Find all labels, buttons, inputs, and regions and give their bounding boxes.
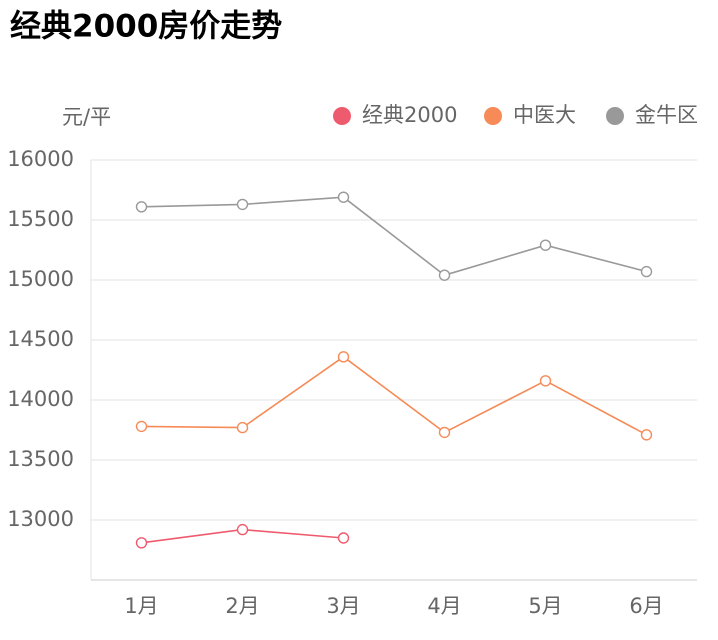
data-point bbox=[236, 421, 249, 434]
data-point bbox=[438, 426, 451, 439]
x-tick-label: 2月 bbox=[225, 594, 259, 618]
data-point bbox=[539, 239, 552, 251]
series-line bbox=[141, 196, 647, 277]
data-point bbox=[337, 532, 350, 544]
legend-label: 经典2000 bbox=[362, 103, 457, 127]
x-tick-label: 4月 bbox=[427, 594, 461, 618]
y-tick-label: 15500 bbox=[7, 207, 74, 231]
x-tick-label: 5月 bbox=[528, 594, 562, 618]
data-point bbox=[337, 191, 350, 203]
data-point bbox=[135, 201, 148, 213]
data-point bbox=[236, 523, 249, 536]
y-tick-label: 13500 bbox=[7, 447, 74, 471]
data-point bbox=[640, 429, 653, 441]
data-point bbox=[539, 375, 552, 387]
chart-title: 经典2000房价走势 bbox=[10, 9, 282, 45]
x-tick-label: 1月 bbox=[124, 594, 158, 618]
legend-marker bbox=[606, 107, 624, 125]
y-tick-label: 15000 bbox=[7, 267, 74, 291]
y-tick-label: 13000 bbox=[7, 507, 74, 531]
data-point bbox=[337, 351, 350, 363]
data-point bbox=[135, 420, 148, 433]
x-tick-label: 3月 bbox=[326, 594, 360, 618]
data-point bbox=[236, 198, 249, 211]
legend-marker bbox=[333, 107, 351, 125]
x-tick-label: 6月 bbox=[629, 594, 663, 618]
y-tick-label: 14500 bbox=[7, 327, 74, 351]
series-line bbox=[141, 355, 647, 436]
legend-label: 金牛区 bbox=[635, 103, 698, 127]
legend-label: 中医大 bbox=[513, 103, 576, 127]
data-point bbox=[640, 265, 653, 278]
legend-marker bbox=[484, 107, 502, 125]
y-tick-label: 14000 bbox=[7, 387, 74, 411]
y-axis-label: 元/平 bbox=[62, 105, 111, 129]
data-point bbox=[135, 537, 148, 549]
data-point bbox=[438, 269, 451, 281]
y-tick-label: 16000 bbox=[7, 147, 74, 171]
